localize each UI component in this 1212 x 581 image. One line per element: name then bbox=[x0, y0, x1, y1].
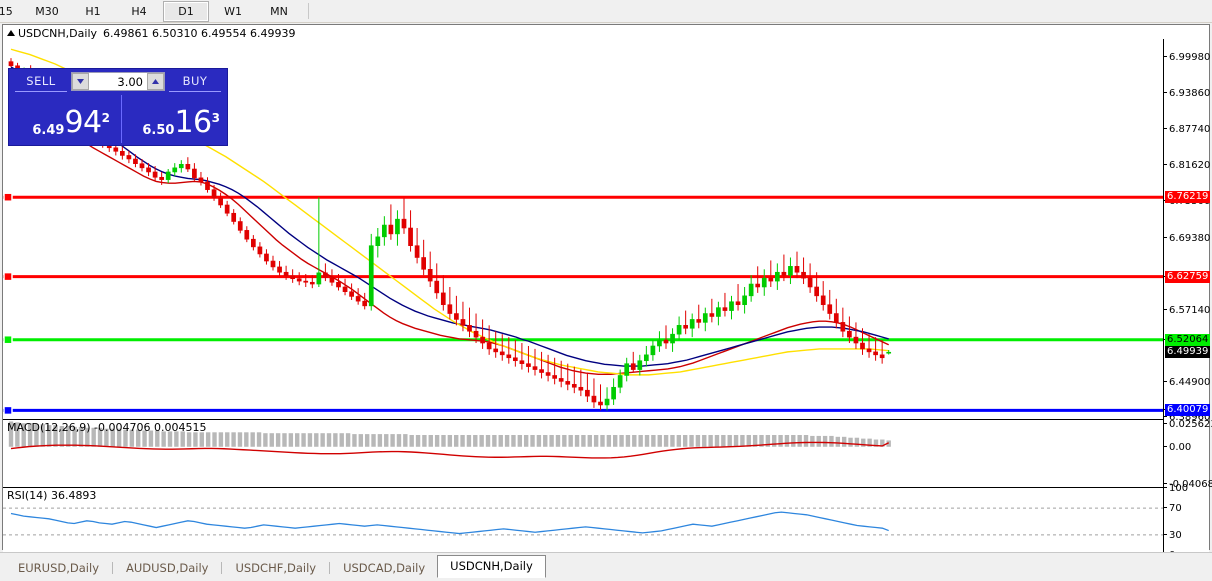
price-tick-6.44900: 6.44900 bbox=[1164, 377, 1210, 388]
timeframe-button-mn[interactable]: MN bbox=[270, 4, 288, 18]
support-level-tag[interactable]: 6.52064 bbox=[1165, 333, 1211, 346]
candlestick-series bbox=[8, 58, 892, 411]
chart-tabs: EURUSD,Daily AUDUSD,Daily USDCHF,Daily USDC… bbox=[6, 555, 546, 578]
chevron-down-icon[interactable] bbox=[72, 73, 89, 90]
bid-price-main: 94 bbox=[64, 105, 102, 140]
macd-plot[interactable]: MACD(12,26,9) -0.004706 0.004515 bbox=[3, 419, 1163, 488]
macd-plot-svg bbox=[8, 421, 891, 459]
bid-price-prefix: 6.49 bbox=[32, 123, 65, 138]
one-click-trading-panel[interactable]: SELL 3.00 BUY 6.49942 bbox=[9, 69, 227, 145]
macd-histogram bbox=[8, 421, 891, 447]
price-tick-6.87740: 6.87740 bbox=[1164, 124, 1210, 135]
chart-ohlc-values: 6.49861 6.50310 6.49554 6.49939 bbox=[103, 27, 296, 40]
macd-label: MACD(12,26,9) -0.004706 0.004515 bbox=[7, 421, 207, 434]
toolbar-divider bbox=[308, 3, 309, 19]
chart-symbol-header: USDCNH,Daily 6.49861 6.50310 6.49554 6.49… bbox=[7, 27, 295, 40]
resistance-line[interactable] bbox=[3, 271, 1163, 282]
rsi-tick-70: 70 bbox=[1164, 503, 1182, 514]
price-plot-svg bbox=[3, 48, 1163, 416]
rsi-plot[interactable]: RSI(14) 36.4893 bbox=[3, 487, 1163, 556]
chart-symbol-label: USDCNH,Daily bbox=[18, 27, 98, 40]
price-tick-6.93860: 6.93860 bbox=[1164, 88, 1210, 99]
chart-tab-audusd[interactable]: AUDUSD,Daily bbox=[126, 561, 209, 575]
macd-tick--0.040687: -0.040687 bbox=[1164, 479, 1212, 490]
chart-tab-eurusd[interactable]: EURUSD,Daily bbox=[18, 561, 99, 575]
ask-price-display[interactable]: 6.50163 bbox=[121, 95, 226, 143]
timeframe-strip: M15 M30 H1 H4 D1 W1 MN bbox=[0, 0, 315, 22]
ask-price-main: 16 bbox=[174, 105, 212, 140]
buy-button[interactable]: BUY bbox=[169, 72, 221, 92]
chart-tab-usdcad[interactable]: USDCAD,Daily bbox=[343, 561, 426, 575]
resistance-line[interactable] bbox=[3, 192, 1163, 202]
volume-value[interactable]: 3.00 bbox=[117, 74, 143, 89]
macd-signal-line bbox=[10, 441, 890, 459]
chart-tab-usdchf[interactable]: USDCHF,Daily bbox=[235, 561, 317, 575]
macd-tick-0.025623: 0.025623 bbox=[1164, 419, 1212, 430]
price-tick-6.81620: 6.81620 bbox=[1164, 160, 1210, 171]
chevron-up-icon[interactable] bbox=[147, 73, 164, 90]
price-axis[interactable]: 6.999806.938606.877406.816206.755006.693… bbox=[1163, 39, 1212, 561]
tab-divider bbox=[112, 562, 113, 574]
trade-panel-top-row: SELL 3.00 BUY bbox=[9, 69, 227, 94]
rsi-tick-30: 30 bbox=[1164, 530, 1182, 541]
collapse-triangle-icon[interactable] bbox=[7, 30, 15, 36]
macd-tick-0.00: 0.00 bbox=[1164, 442, 1191, 453]
ask-price-fraction: 3 bbox=[211, 111, 220, 125]
ask-price-prefix: 6.50 bbox=[142, 123, 175, 138]
rsi-plot-svg bbox=[3, 507, 1163, 536]
timeframe-button-m15[interactable]: M15 bbox=[0, 4, 13, 18]
tab-divider bbox=[329, 562, 331, 574]
timeframe-button-h1[interactable]: H1 bbox=[85, 4, 101, 18]
price-tick-6.69380: 6.69380 bbox=[1164, 233, 1210, 244]
timeframe-toolbar: M15 M30 H1 H4 D1 W1 MN bbox=[0, 0, 1212, 23]
resistance-level-tag[interactable]: 6.76219 bbox=[1165, 191, 1211, 204]
rsi-tick-100: 100 bbox=[1164, 483, 1188, 494]
current-price-tag[interactable]: 6.49939 bbox=[1165, 346, 1211, 359]
ma-overlay-1 bbox=[10, 66, 889, 367]
timeframe-button-w1[interactable]: W1 bbox=[224, 4, 242, 18]
price-tick-6.57140: 6.57140 bbox=[1164, 305, 1210, 316]
rsi-label: RSI(14) 36.4893 bbox=[7, 489, 97, 502]
tab-divider bbox=[221, 562, 223, 574]
chart-tab-usdcnh[interactable]: USDCNH,Daily bbox=[437, 555, 546, 578]
stop-level-tag[interactable]: 6.40079 bbox=[1165, 404, 1211, 417]
timeframe-button-h4[interactable]: H4 bbox=[131, 4, 147, 18]
price-tick-6.38960: 6.38960 bbox=[1164, 412, 1210, 423]
resistance-level-tag[interactable]: 6.62759 bbox=[1165, 270, 1211, 283]
bid-price-fraction: 2 bbox=[101, 111, 110, 125]
support-line[interactable] bbox=[3, 334, 1163, 345]
timeframe-button-d1[interactable]: D1 bbox=[163, 0, 209, 22]
timeframe-button-m30[interactable]: M30 bbox=[35, 4, 59, 18]
chart-canvas-window: USDCNH,Daily 6.49861 6.50310 6.49554 6.49… bbox=[2, 24, 1212, 577]
price-tick-6.99980: 6.99980 bbox=[1164, 52, 1210, 63]
rsi-line bbox=[10, 511, 889, 535]
bid-price-display[interactable]: 6.49942 bbox=[12, 95, 116, 143]
sell-button[interactable]: SELL bbox=[15, 72, 67, 92]
volume-stepper[interactable]: 3.00 bbox=[71, 72, 165, 91]
stop-line[interactable] bbox=[3, 405, 1163, 416]
chart-tab-bar: EURUSD,Daily AUDUSD,Daily USDCHF,Daily USDC… bbox=[0, 552, 1212, 581]
